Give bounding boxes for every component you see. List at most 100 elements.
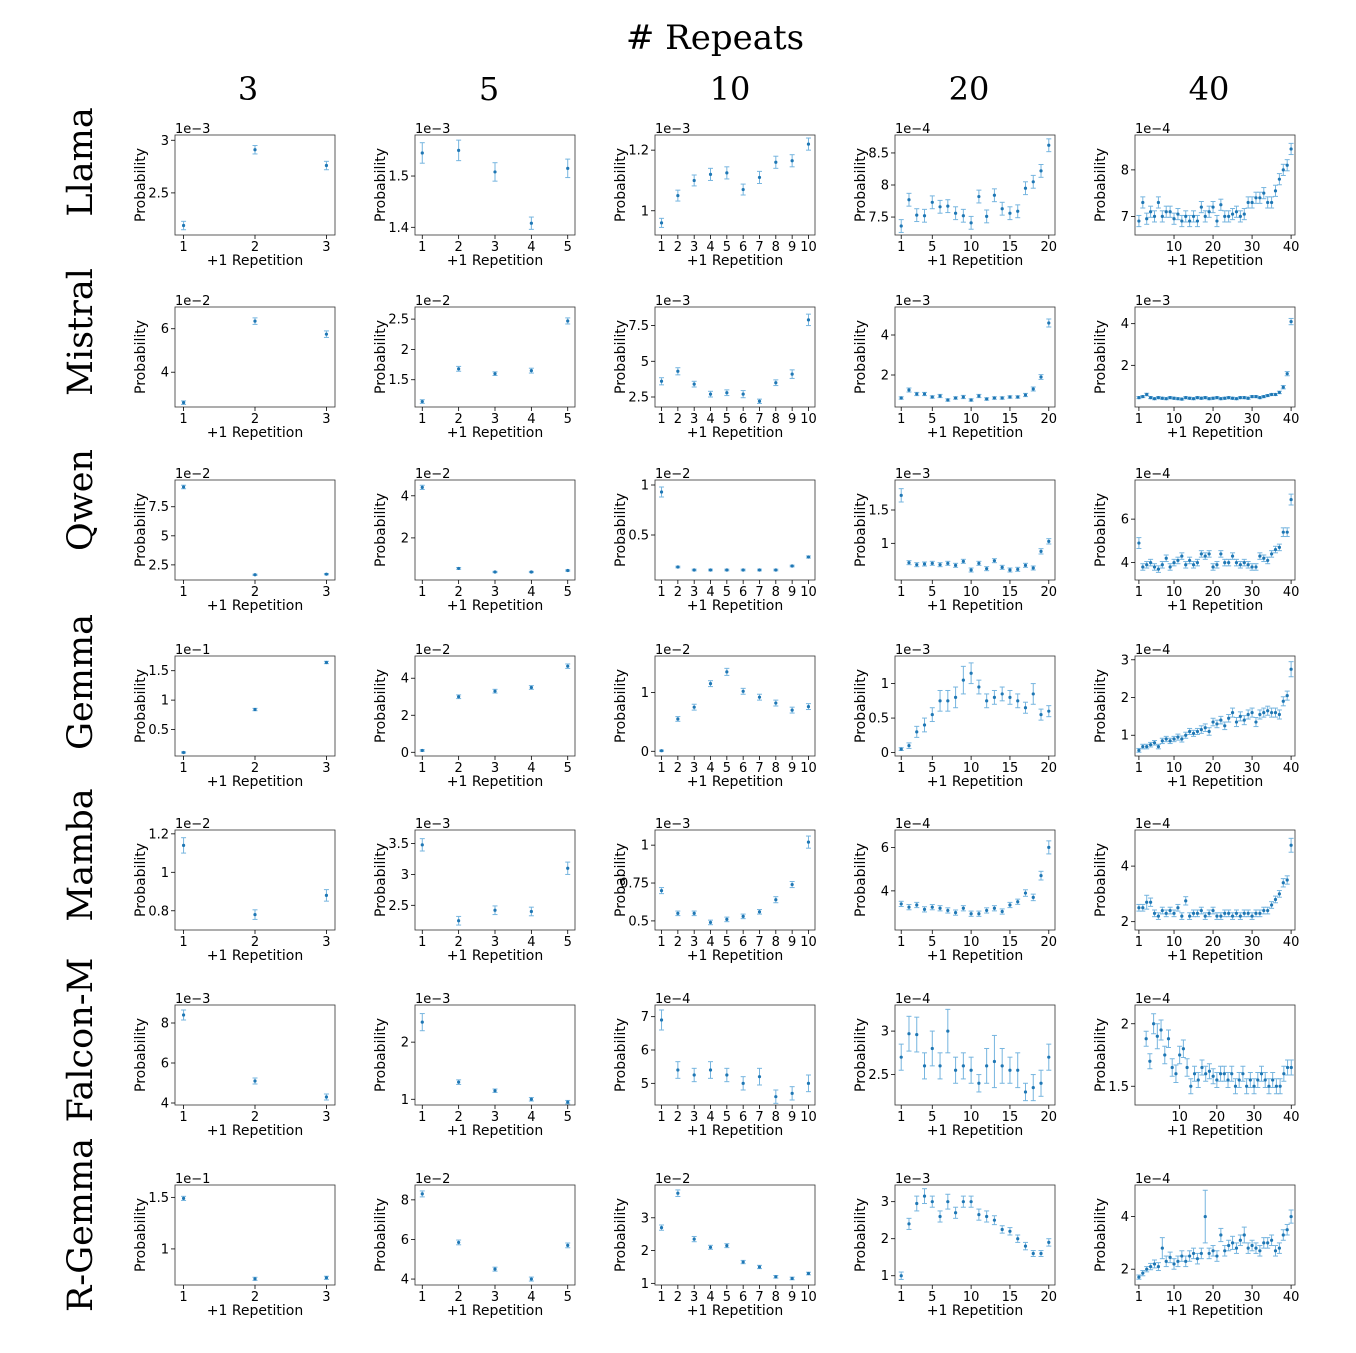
data-point (790, 1091, 794, 1095)
data-point (1145, 392, 1149, 397)
scale-factor-label: 1e−4 (895, 817, 930, 832)
data-point (1184, 563, 1188, 567)
x-tick-label: 3 (322, 1110, 330, 1125)
data-point (1023, 563, 1028, 567)
x-tick-label: 5 (928, 761, 936, 776)
data-point (1172, 217, 1176, 221)
x-tick-label: 10 (1171, 1110, 1188, 1125)
data-point (181, 401, 186, 405)
data-point (1215, 914, 1219, 918)
y-tick-label: 0 (401, 746, 409, 761)
x-tick-label: 3 (491, 935, 499, 950)
y-tick-label: 3.5 (388, 837, 409, 852)
data-point (1176, 1259, 1180, 1263)
data-point (1211, 720, 1215, 724)
data-point (961, 214, 965, 218)
data-point (741, 914, 745, 918)
data-point (1023, 706, 1028, 710)
data-point (790, 159, 794, 163)
data-point (1000, 1227, 1004, 1232)
data-point (1023, 393, 1028, 397)
data-point (907, 1222, 911, 1226)
data-point (1282, 1072, 1286, 1076)
data-point (1223, 396, 1227, 400)
plot-frame-r-gemma-10 (654, 1184, 816, 1286)
data-point (420, 399, 424, 404)
data-point (493, 1089, 497, 1093)
x-axis-label: +1 Repetition (687, 598, 784, 614)
data-point (790, 1276, 794, 1281)
data-point (1174, 1072, 1178, 1076)
data-point (1219, 914, 1223, 918)
data-point (708, 392, 713, 396)
data-point (1039, 549, 1043, 553)
x-tick-label: 1 (418, 935, 426, 950)
data-point (1277, 545, 1281, 549)
x-tick-label: 40 (1283, 412, 1300, 427)
x-tick-label: 15 (1002, 1290, 1019, 1305)
data-point (1242, 396, 1246, 400)
data-point (1267, 1084, 1271, 1088)
y-tick-label: 1 (1121, 729, 1129, 744)
data-point (1178, 1053, 1182, 1057)
y-tick-label: 8 (881, 179, 889, 194)
x-tick-label: 2 (251, 412, 259, 427)
data-point (253, 319, 257, 323)
plot-frame-llama-20 (894, 134, 1056, 236)
x-tick-label: 7 (755, 412, 763, 427)
y-axis-label: Probability (853, 148, 869, 222)
data-point (725, 1244, 729, 1248)
data-point (1207, 1069, 1212, 1073)
scale-factor-label: 1e−4 (1135, 122, 1170, 137)
data-point (1137, 906, 1141, 910)
data-point (938, 563, 942, 567)
x-tick-label: 10 (963, 935, 980, 950)
x-tick-label: 4 (706, 585, 714, 600)
y-axis-label: Probability (613, 1018, 629, 1092)
x-tick-label: 20 (1041, 761, 1058, 776)
data-point (708, 682, 713, 686)
data-point (708, 1068, 713, 1072)
x-tick-label: 3 (690, 1290, 698, 1305)
y-axis-label: Probability (853, 1018, 869, 1092)
x-tick-label: 1 (897, 240, 905, 255)
data-point (1250, 565, 1254, 569)
x-tick-label: 30 (1244, 585, 1261, 600)
data-point (1266, 200, 1270, 205)
x-tick-label: 3 (690, 240, 698, 255)
data-point (725, 568, 729, 572)
data-point (1164, 397, 1168, 401)
data-point (1160, 396, 1164, 400)
y-tick-label: 8.5 (868, 146, 889, 161)
x-tick-label: 3 (491, 240, 499, 255)
x-tick-label: 15 (1002, 935, 1019, 950)
y-tick-label: 1.5 (148, 1191, 169, 1206)
x-tick-label: 10 (800, 412, 817, 427)
plot-frame-mistral-5 (414, 306, 576, 408)
x-tick-label: 2 (674, 761, 682, 776)
x-tick-label: 2 (251, 240, 259, 255)
x-axis-label: +1 Repetition (207, 1123, 304, 1139)
data-point (953, 563, 958, 567)
x-tick-label: 1 (418, 240, 426, 255)
plot-frame-gemma-40 (1134, 655, 1296, 757)
data-point (1238, 563, 1242, 567)
x-tick-label: 2 (674, 585, 682, 600)
data-point (946, 1200, 950, 1204)
data-point (1234, 210, 1239, 214)
plot-frame-llama-40 (1134, 134, 1296, 236)
x-tick-label: 5 (928, 585, 936, 600)
y-tick-label: 2 (881, 1232, 889, 1247)
y-axis-label: Probability (373, 1198, 389, 1272)
data-point (1262, 556, 1266, 560)
data-point (1016, 395, 1020, 399)
x-tick-label: 2 (454, 240, 462, 255)
x-tick-label: 5 (723, 761, 731, 776)
data-point (985, 908, 989, 913)
x-tick-label: 8 (772, 240, 780, 255)
data-point (907, 198, 911, 202)
plot-frame-gemma-3 (174, 655, 336, 757)
data-point (566, 166, 570, 170)
data-point (992, 1059, 997, 1064)
x-tick-label: 2 (251, 585, 259, 600)
